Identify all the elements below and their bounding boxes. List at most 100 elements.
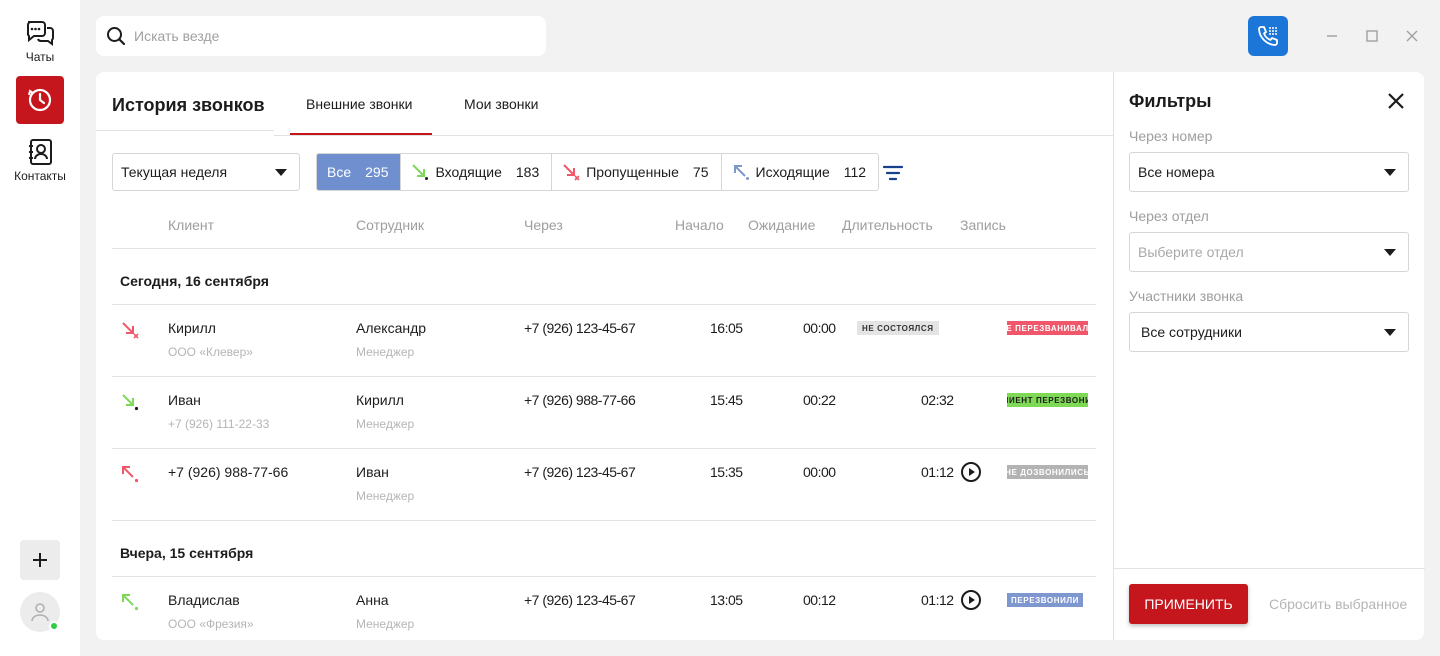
call-status-tag: НЕ СОСТОЯЛСЯ (857, 321, 939, 335)
missed-call-icon (122, 322, 139, 339)
client-sub: ООО «Клевер» (168, 345, 253, 359)
tabs-divider (274, 135, 1113, 136)
outgoing-call-icon (122, 594, 139, 611)
segment-label: Входящие (435, 164, 502, 180)
segment-count: 295 (365, 164, 389, 180)
column-record: Запись (960, 217, 1006, 233)
row-divider (112, 520, 1096, 521)
row-divider (112, 304, 1096, 305)
start-time: 16:05 (710, 320, 743, 336)
close-window-button[interactable] (1402, 26, 1422, 46)
incoming-call-icon (122, 394, 139, 411)
employee-role: Менеджер (356, 417, 415, 431)
segment-label: Пропущенные (586, 164, 679, 180)
via-number: +7 (926) 988-77-66 (524, 392, 636, 408)
segment-missed[interactable]: Пропущенные 75 (551, 154, 720, 190)
duration: 01:12 (921, 464, 954, 480)
search-icon (107, 27, 126, 46)
reset-button[interactable]: Сбросить выбранное (1269, 596, 1408, 612)
segment-label: Исходящие (755, 164, 830, 180)
table-row[interactable]: Иван +7 (926) 111-22-33 Кирилл Менеджер … (112, 376, 1096, 448)
column-start: Начало (675, 217, 724, 233)
title-divider (96, 130, 274, 131)
wait-time: 00:12 (803, 592, 836, 608)
search-input[interactable] (134, 28, 514, 44)
client-sub: +7 (926) 111-22-33 (168, 417, 270, 431)
members-select[interactable]: Все сотрудники (1129, 312, 1409, 352)
tab-my-calls[interactable]: Мои звонки (464, 96, 539, 112)
apply-button[interactable]: ПРИМЕНИТЬ (1129, 584, 1248, 624)
chevron-down-icon (275, 168, 287, 176)
outgoing-missed-call-icon (122, 466, 139, 483)
duration: 02:32 (921, 392, 954, 408)
wait-time: 00:00 (803, 464, 836, 480)
number-select-value: Все номера (1138, 164, 1215, 180)
number-filter-label: Через номер (1129, 128, 1213, 144)
segment-outgoing[interactable]: Исходящие 112 (720, 154, 879, 190)
play-icon[interactable] (960, 589, 982, 611)
row-divider (112, 376, 1096, 377)
minimize-button[interactable] (1322, 26, 1342, 46)
wait-time: 00:22 (803, 392, 836, 408)
maximize-button[interactable] (1362, 26, 1382, 46)
contacts-icon (29, 139, 52, 165)
status-badge: НЕ ПЕРЕЗВАНИВАЛИ (1007, 321, 1088, 335)
employee-role: Менеджер (356, 617, 415, 631)
employee-name: Кирилл (356, 392, 404, 408)
chats-icon (26, 21, 54, 46)
add-button[interactable] (20, 540, 60, 580)
client-name: +7 (926) 988-77-66 (168, 464, 289, 480)
segment-incoming[interactable]: Входящие 183 (400, 154, 551, 190)
rail-contacts-label: Контакты (14, 169, 66, 183)
active-tab-indicator (290, 133, 432, 135)
play-icon[interactable] (960, 461, 982, 483)
column-client: Клиент (168, 217, 215, 233)
rail-item-call-history[interactable] (16, 76, 64, 124)
column-employee: Сотрудник (356, 217, 425, 233)
period-value: Текущая неделя (121, 164, 228, 180)
rail-item-chats[interactable]: Чаты (0, 18, 80, 64)
segment-count: 112 (843, 164, 867, 180)
via-number: +7 (926) 123-45-67 (524, 320, 636, 336)
chevron-down-icon (1384, 328, 1396, 336)
dept-filter-label: Через отдел (1129, 208, 1209, 224)
employee-name: Анна (356, 592, 389, 608)
phone-dialpad-icon (1258, 26, 1278, 46)
duration: 01:12 (921, 592, 954, 608)
tab-external-calls[interactable]: Внешние звонки (306, 96, 413, 112)
start-time: 15:45 (710, 392, 743, 408)
page-title: История звонков (112, 95, 265, 115)
table-row[interactable]: Владислав ООО «Фрезия» Анна Менеджер +7 … (112, 576, 1096, 640)
start-time: 15:35 (710, 464, 743, 480)
table-row[interactable]: Кирилл ООО «Клевер» Александр Менеджер +… (112, 304, 1096, 376)
status-badge: КЛИЕНТ ПЕРЕЗВОНИЛ (1007, 393, 1088, 407)
online-status-dot (49, 621, 59, 631)
row-divider (112, 448, 1096, 449)
wait-time: 00:00 (803, 320, 836, 336)
client-sub: ООО «Фрезия» (168, 617, 254, 631)
table-row[interactable]: +7 (926) 988-77-66 Иван Менеджер +7 (926… (112, 448, 1096, 520)
segment-all[interactable]: Все 295 (317, 154, 401, 190)
row-divider (112, 576, 1096, 577)
members-select-value: Все сотрудники (1141, 324, 1242, 340)
employee-role: Менеджер (356, 345, 415, 359)
status-badge: НЕ ДОЗВОНИЛИСЬ (1007, 465, 1088, 479)
minimize-icon (1327, 35, 1337, 37)
rail-item-contacts[interactable]: Контакты (0, 138, 80, 183)
filter-icon[interactable] (882, 163, 904, 183)
segment-count: 75 (692, 164, 709, 180)
dept-select-placeholder: Выберите отдел (1138, 244, 1244, 260)
chevron-down-icon (1384, 248, 1396, 256)
number-select[interactable]: Все номера (1129, 152, 1409, 192)
dept-select[interactable]: Выберите отдел (1129, 232, 1409, 272)
close-icon[interactable] (1386, 91, 1406, 111)
user-icon (31, 603, 49, 622)
filters-footer-divider (1114, 568, 1425, 569)
close-icon (1406, 30, 1418, 42)
via-number: +7 (926) 123-45-67 (524, 464, 636, 480)
search-bar (96, 16, 546, 56)
employee-name: Александр (356, 320, 427, 336)
period-select[interactable]: Текущая неделя (112, 153, 300, 191)
dialpad-button[interactable] (1248, 16, 1288, 56)
column-wait: Ожидание (748, 217, 816, 233)
